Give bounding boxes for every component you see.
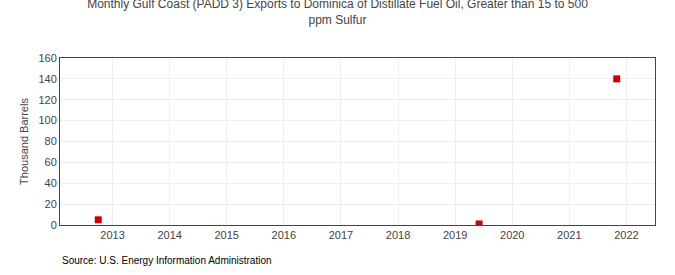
svg-text:40: 40 bbox=[45, 177, 57, 189]
svg-text:2013: 2013 bbox=[100, 229, 124, 241]
svg-text:100: 100 bbox=[38, 114, 56, 126]
svg-text:Thousand Barrels: Thousand Barrels bbox=[18, 98, 30, 185]
svg-text:120: 120 bbox=[38, 94, 56, 106]
svg-text:2022: 2022 bbox=[614, 229, 638, 241]
svg-text:160: 160 bbox=[38, 52, 56, 64]
svg-text:2019: 2019 bbox=[443, 229, 467, 241]
svg-text:80: 80 bbox=[45, 135, 57, 147]
svg-text:2021: 2021 bbox=[557, 229, 581, 241]
svg-text:2015: 2015 bbox=[214, 229, 238, 241]
svg-text:2014: 2014 bbox=[157, 229, 181, 241]
svg-text:2017: 2017 bbox=[329, 229, 353, 241]
svg-text:60: 60 bbox=[45, 156, 57, 168]
svg-text:2016: 2016 bbox=[272, 229, 296, 241]
svg-text:2018: 2018 bbox=[386, 229, 410, 241]
svg-text:0: 0 bbox=[51, 219, 57, 231]
svg-text:Monthly Gulf Coast (PADD 3) Ex: Monthly Gulf Coast (PADD 3) Exports to D… bbox=[87, 0, 588, 27]
svg-text:140: 140 bbox=[38, 73, 56, 85]
svg-text:2020: 2020 bbox=[500, 229, 524, 241]
svg-text:20: 20 bbox=[45, 198, 57, 210]
svg-text:Source: U.S. Energy Informatio: Source: U.S. Energy Information Administ… bbox=[62, 255, 272, 266]
